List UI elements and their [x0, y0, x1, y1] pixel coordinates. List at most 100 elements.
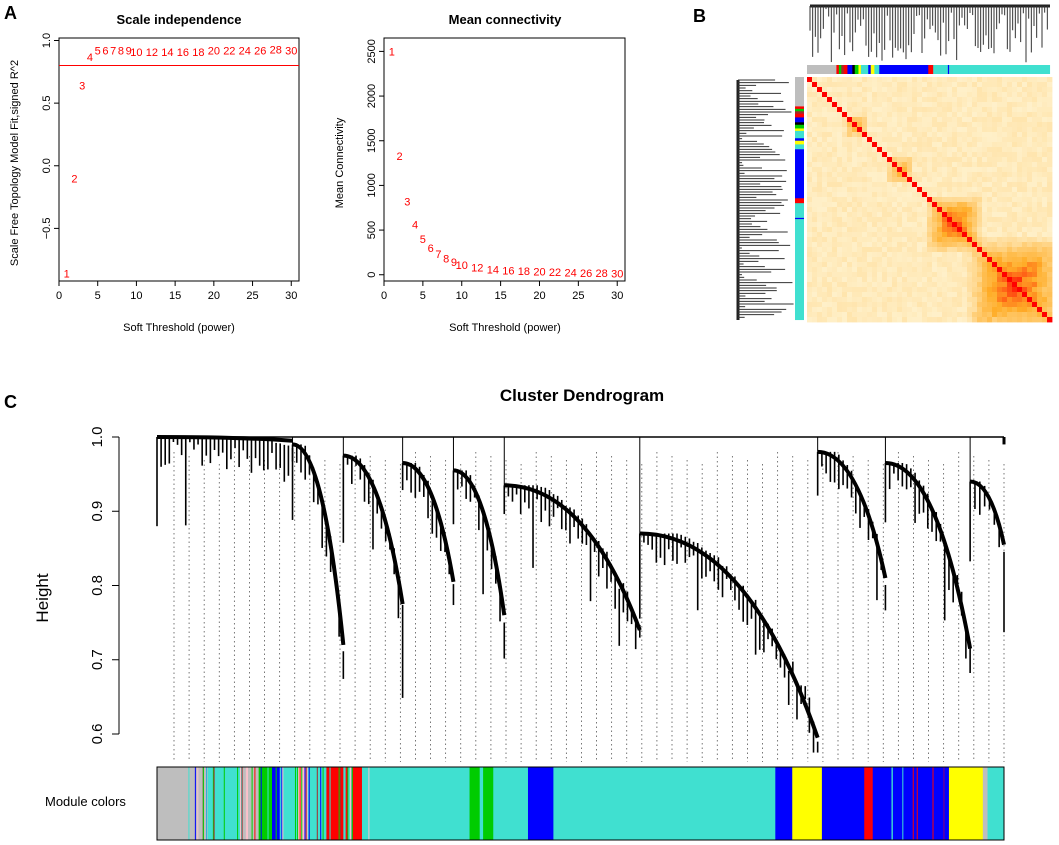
heatmap-cell — [822, 157, 828, 163]
heatmap-cell — [1002, 167, 1008, 173]
heatmap-cell — [1042, 217, 1048, 223]
heatmap-cell — [862, 292, 868, 298]
heatmap-cell — [1017, 297, 1023, 303]
heatmap-cell — [842, 247, 848, 253]
heatmap-cell — [967, 97, 973, 103]
heatmap-cell — [897, 177, 903, 183]
heatmap-cell — [827, 82, 833, 88]
heatmap-cell — [812, 182, 818, 188]
heatmap-cell — [867, 267, 873, 273]
heatmap-cell — [1007, 312, 1013, 318]
scale-independence-point-label: 22 — [223, 46, 235, 58]
heatmap-cell — [982, 167, 988, 173]
module-color-stripe — [322, 767, 324, 840]
heatmap-cell — [982, 87, 988, 93]
heatmap-cell — [1002, 162, 1008, 168]
heatmap-cell — [877, 172, 883, 178]
heatmap-cell — [1032, 217, 1038, 223]
heatmap-cell — [877, 267, 883, 273]
heatmap-cell — [932, 222, 938, 228]
heatmap-cell — [1037, 107, 1043, 113]
heatmap-cell — [877, 97, 883, 103]
heatmap-cell — [937, 312, 943, 318]
heatmap-cell — [897, 182, 903, 188]
heatmap-cell — [1022, 272, 1028, 278]
heatmap-cell — [992, 297, 998, 303]
heatmap-cell — [812, 117, 818, 123]
scale-independence-y-tick-label: 1.0 — [41, 33, 53, 48]
dendrogram-y-tick-label: 0.6 — [89, 724, 106, 745]
heatmap-cell — [1027, 222, 1033, 228]
heatmap-cell — [827, 292, 833, 298]
side-module-bar-segment — [795, 198, 804, 204]
heatmap-cell — [812, 287, 818, 293]
heatmap-cell — [987, 292, 993, 298]
heatmap-cell — [822, 312, 828, 318]
heatmap-cell — [962, 147, 968, 153]
heatmap-cell — [942, 107, 948, 113]
mean-connectivity-point-label: 30 — [611, 268, 623, 280]
heatmap-cell — [992, 187, 998, 193]
heatmap-cell — [887, 132, 893, 138]
heatmap-cell — [907, 272, 913, 278]
heatmap-cell — [837, 87, 843, 93]
heatmap-cell — [862, 232, 868, 238]
heatmap-cell — [852, 202, 858, 208]
heatmap-cell — [987, 147, 993, 153]
mean-connectivity-plot: Mean connectivity Soft Threshold (power)… — [334, 12, 626, 334]
heatmap-cell — [1037, 232, 1043, 238]
heatmap-cell — [892, 252, 898, 258]
heatmap-cell — [962, 127, 968, 133]
heatmap-cell — [827, 312, 833, 318]
heatmap-cell — [857, 102, 863, 108]
heatmap-cell — [812, 142, 818, 148]
heatmap-cell — [1002, 122, 1008, 128]
heatmap-cell — [842, 207, 848, 213]
heatmap-cell — [807, 167, 813, 173]
heatmap-cell — [827, 247, 833, 253]
heatmap-cell — [837, 112, 843, 118]
module-color-segment — [553, 767, 776, 840]
heatmap-cell — [882, 302, 888, 308]
heatmap-cell — [872, 182, 878, 188]
heatmap-cell — [1007, 142, 1013, 148]
top-module-bar-segment — [838, 65, 842, 74]
heatmap-cell — [987, 107, 993, 113]
heatmap-cell — [977, 87, 983, 93]
heatmap-cell — [837, 212, 843, 218]
heatmap-cell — [907, 262, 913, 268]
heatmap-cell — [902, 107, 908, 113]
heatmap-cell — [877, 292, 883, 298]
heatmap-cell — [902, 102, 908, 108]
heatmap-cell — [832, 142, 838, 148]
heatmap-cell — [1012, 297, 1018, 303]
heatmap-cell — [1017, 77, 1023, 83]
module-color-stripe — [275, 767, 277, 840]
heatmap-cell — [877, 87, 883, 93]
heatmap-cell — [1042, 237, 1048, 243]
heatmap-cell — [882, 102, 888, 108]
heatmap-cell — [852, 102, 858, 108]
heatmap-cell — [937, 207, 943, 213]
heatmap-cell — [972, 247, 978, 253]
heatmap-cell — [807, 102, 813, 108]
heatmap-cell — [922, 297, 928, 303]
heatmap-cell — [887, 192, 893, 198]
heatmap-cell — [812, 92, 818, 98]
heatmap-cell — [812, 227, 818, 233]
heatmap-cell — [977, 212, 983, 218]
heatmap-cell — [822, 137, 828, 143]
heatmap-cell — [862, 107, 868, 113]
heatmap-cell — [947, 297, 953, 303]
heatmap-cell — [852, 107, 858, 113]
heatmap-cell — [932, 107, 938, 113]
heatmap-cell — [932, 197, 938, 203]
module-color-stripe — [346, 767, 348, 840]
heatmap-cell — [1042, 187, 1048, 193]
heatmap-cell — [1042, 197, 1048, 203]
heatmap-cell — [987, 127, 993, 133]
heatmap-cell — [927, 162, 933, 168]
heatmap-cell — [847, 192, 853, 198]
heatmap-cell — [927, 112, 933, 118]
heatmap-cell — [1017, 152, 1023, 158]
